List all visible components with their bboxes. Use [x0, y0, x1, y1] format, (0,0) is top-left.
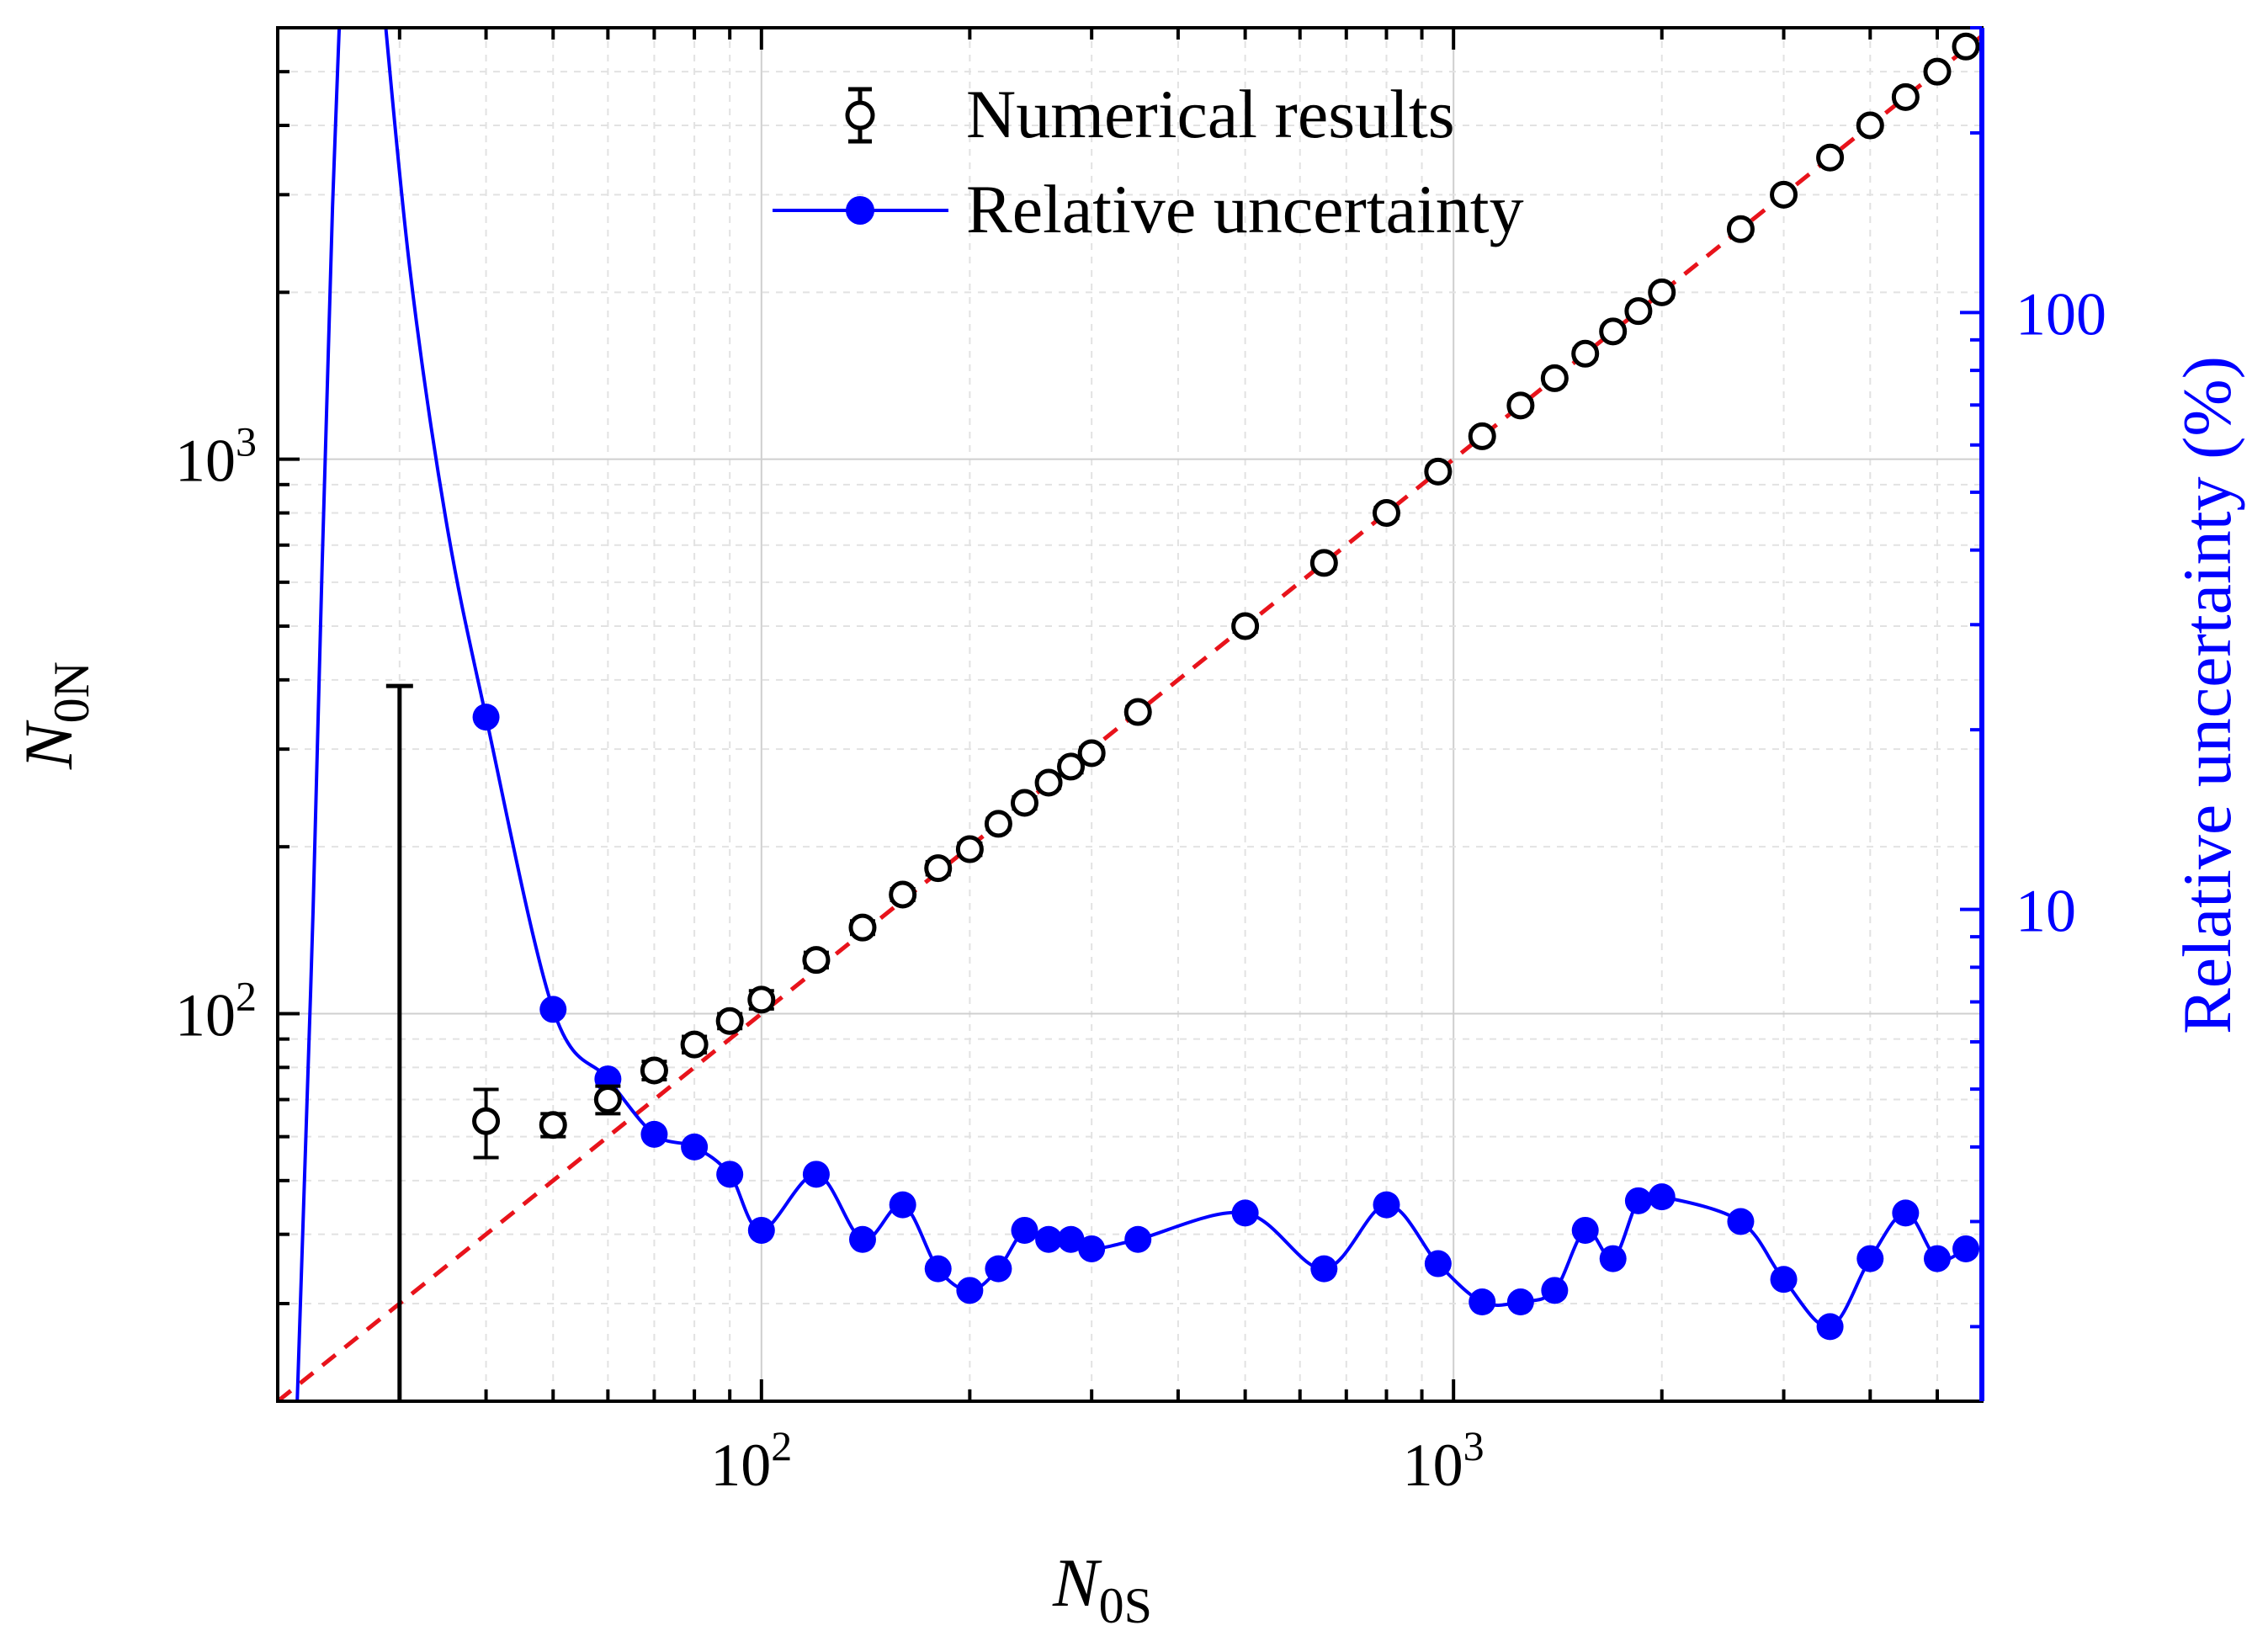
- uncertainty-point: [472, 704, 500, 731]
- x-axis-label: N0S: [1052, 1544, 1152, 1633]
- y-right-tick-label: 10: [2016, 878, 2076, 945]
- y-left-tick-label: 103: [175, 418, 257, 495]
- ticks: [276, 26, 1982, 1403]
- uncertainty-point: [1541, 1277, 1569, 1304]
- uncertainty-point: [1078, 1235, 1106, 1262]
- numerical-point: [1077, 739, 1106, 768]
- numerical-point: [593, 1086, 622, 1114]
- x-axis-label-main: N: [1052, 1544, 1102, 1621]
- x-tick-label: 102: [710, 1422, 792, 1499]
- uncertainty-point: [848, 1225, 876, 1253]
- numerical-point: [1816, 143, 1845, 172]
- uncertainty-point: [1599, 1245, 1627, 1272]
- uncertainty-point: [1011, 1216, 1038, 1244]
- numerical-point: [1034, 768, 1063, 797]
- uncertainty-point: [640, 1120, 668, 1148]
- uncertainty-point: [889, 1191, 916, 1219]
- numerical-point: [1123, 698, 1152, 726]
- uncertainty-points: [472, 704, 1980, 1341]
- numerical-point: [1540, 364, 1569, 392]
- y-axis-left-label-sub: 0N: [44, 661, 99, 723]
- numerical-point: [1648, 278, 1676, 306]
- uncertainty-point: [1856, 1245, 1884, 1272]
- numerical-point: [1726, 215, 1755, 243]
- numerical-point: [802, 946, 831, 975]
- numerical-point: [640, 1056, 668, 1085]
- uncertainty-point: [1892, 1199, 1920, 1227]
- y-axis-right-label: Relative uncertainty (%): [2169, 356, 2245, 1034]
- uncertainty-point: [539, 996, 567, 1023]
- numerical-point: [1923, 57, 1952, 86]
- uncertainty-point: [1424, 1250, 1452, 1278]
- y-left-tick-label: 102: [175, 972, 257, 1049]
- numerical-point: [1856, 111, 1884, 140]
- uncertainty-point: [1952, 1235, 1980, 1262]
- uncertainty-point: [1816, 1313, 1844, 1341]
- legend-numerical-marker: [845, 87, 875, 144]
- y-right-tick-label: 100: [2016, 280, 2106, 348]
- uncertainty-point: [1035, 1225, 1063, 1253]
- numerical-point: [1506, 391, 1535, 420]
- numerical-point: [889, 880, 917, 909]
- numerical-point: [539, 1111, 567, 1139]
- uncertainty-point: [956, 1277, 984, 1304]
- uncertainty-point: [1571, 1216, 1599, 1244]
- numerical-point: [1010, 789, 1038, 817]
- uncertainty-point: [716, 1161, 744, 1188]
- numerical-point: [1309, 549, 1338, 577]
- numerical-point: [747, 985, 776, 1014]
- numerical-point: [924, 854, 953, 883]
- legend-numerical-label: Numerical results: [966, 76, 1455, 152]
- uncertainty-point: [1124, 1225, 1152, 1253]
- y-axis-left-label-main: N: [10, 720, 87, 770]
- uncertainty-point: [924, 1255, 952, 1283]
- numerical-point: [984, 810, 1012, 838]
- legend-uncertainty-label: Relative uncertainty: [966, 171, 1524, 247]
- uncertainty-point: [1057, 1225, 1085, 1253]
- numerical-point: [848, 913, 877, 942]
- uncertainty-point: [1231, 1199, 1259, 1227]
- uncertainty-point: [1506, 1288, 1534, 1316]
- numerical-point: [1599, 317, 1628, 346]
- numerical-point: [1571, 339, 1600, 368]
- uncertainty-point: [747, 1216, 775, 1244]
- numerical-point: [1057, 752, 1086, 781]
- numerical-point: [680, 1030, 709, 1059]
- uncertainty-point: [1373, 1191, 1400, 1219]
- numerical-point: [1952, 32, 1980, 61]
- legend: Numerical results Relative uncertainty: [773, 76, 1524, 247]
- numerical-point: [1424, 457, 1453, 486]
- numerical-point: [472, 1107, 501, 1135]
- x-axis-label-sub: 0S: [1099, 1578, 1152, 1633]
- x-tick-label: 103: [1403, 1422, 1485, 1499]
- uncertainty-point: [985, 1255, 1012, 1283]
- numerical-point: [715, 1007, 744, 1035]
- uncertainty-point: [1923, 1245, 1951, 1272]
- uncertainty-point: [1310, 1255, 1338, 1283]
- numerical-point: [1372, 499, 1400, 528]
- numerical-points: [472, 32, 1980, 1160]
- uncertainty-point: [1727, 1208, 1755, 1235]
- uncertainty-point: [1770, 1266, 1798, 1293]
- numerical-point: [1770, 180, 1798, 209]
- y-axis-left-label: N0N: [10, 661, 99, 770]
- numerical-point: [1891, 82, 1920, 111]
- uncertainty-point: [681, 1133, 709, 1161]
- uncertainty-curve: [295, 28, 1967, 1401]
- numerical-point: [1231, 612, 1260, 640]
- legend-uncertainty-marker: [773, 196, 948, 225]
- uncertainty-point: [1648, 1183, 1676, 1211]
- numerical-point: [955, 835, 984, 863]
- uncertainty-point: [1624, 1187, 1652, 1214]
- uncertainty-point: [802, 1161, 830, 1188]
- uncertainty-point: [1469, 1288, 1496, 1316]
- tick-labels: 102 103 102 103 10 100: [175, 280, 2106, 1499]
- numerical-point: [1468, 422, 1496, 450]
- numerical-point: [1624, 297, 1653, 326]
